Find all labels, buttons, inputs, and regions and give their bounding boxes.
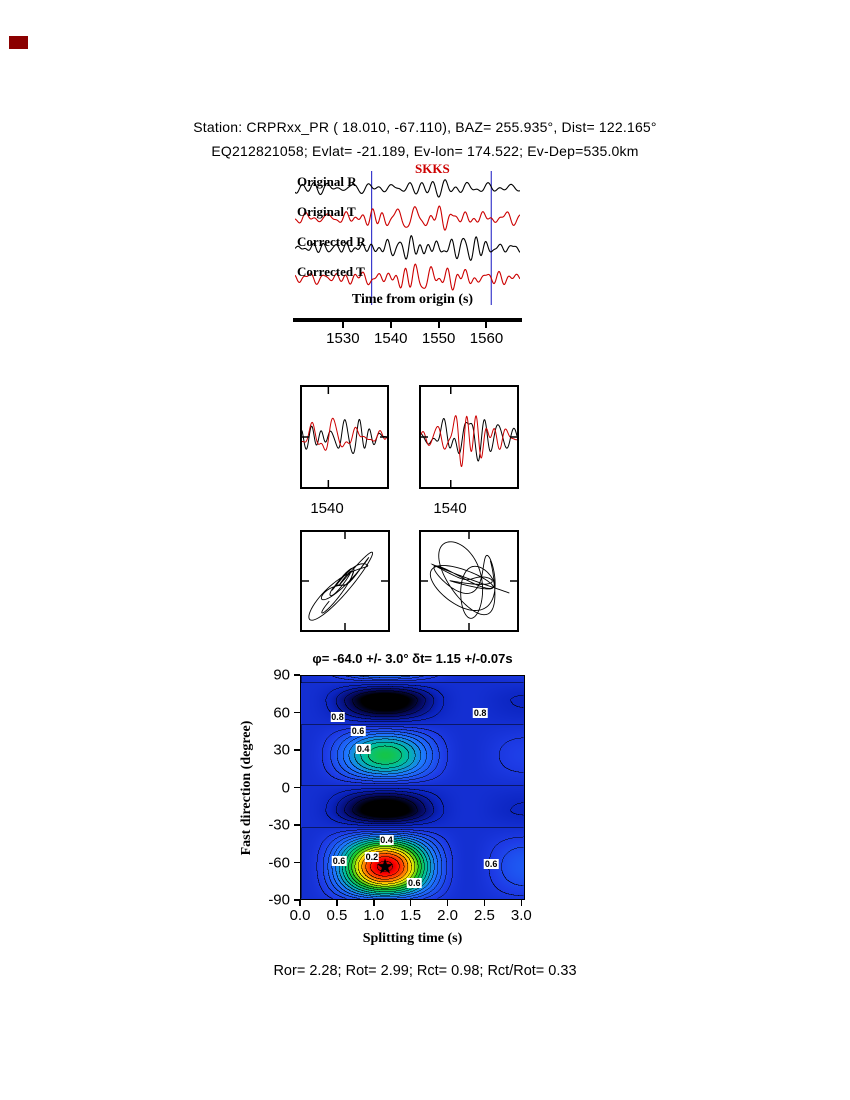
contour-y-tick-label: 90 bbox=[273, 666, 290, 684]
contour-y-tick-label: -60 bbox=[268, 854, 290, 871]
contour-x-tickmark bbox=[483, 900, 486, 906]
window-left-tick-label: 1540 bbox=[310, 500, 344, 517]
contour-xlabel: Splitting time (s) bbox=[362, 931, 463, 946]
contour-y-tickmark bbox=[294, 861, 300, 864]
contour-x-tickmark bbox=[446, 900, 449, 906]
window-waveform-original-canvas bbox=[302, 387, 387, 487]
contour-y-tickmark bbox=[294, 899, 300, 901]
window-waveform-corrected-box bbox=[419, 385, 519, 489]
contour-label-chip: 0.2 bbox=[364, 851, 380, 862]
time-axis-tickmark bbox=[341, 322, 344, 328]
contour-x-tickmark bbox=[373, 900, 375, 906]
trace-label-corrected-r: Corrected R bbox=[297, 234, 366, 249]
contour-y-tickmark bbox=[294, 749, 300, 751]
contour-x-tick-label: 0.5 bbox=[326, 907, 348, 924]
window-right-tick-label: 1540 bbox=[433, 500, 467, 517]
corner-mark bbox=[9, 36, 28, 49]
contour-y-tickmark bbox=[294, 674, 300, 676]
contour-x-tick-label: 2.0 bbox=[437, 907, 458, 924]
footer-stats: Ror= 2.28; Rot= 2.99; Rct= 0.98; Rct/Rot… bbox=[273, 963, 577, 979]
particle-motion-corrected-box bbox=[419, 530, 519, 632]
trace-label-original-t: Original T bbox=[297, 204, 356, 219]
contour-x-tick-label: 1.5 bbox=[400, 907, 422, 924]
contour-label-chip: 0.4 bbox=[355, 744, 371, 755]
contour-y-tick-label: 0 bbox=[281, 779, 290, 796]
contour-x-tickmark bbox=[520, 900, 523, 906]
time-axis-tickmark bbox=[437, 322, 440, 328]
contour-label-chip: 0.6 bbox=[331, 855, 347, 866]
contour-y-tick-label: 30 bbox=[273, 741, 290, 759]
best-fit-star: ★ bbox=[375, 855, 395, 879]
time-axis-tickmark bbox=[485, 322, 488, 328]
time-axis-tickmark bbox=[389, 322, 392, 328]
contour-y-tick-label: -90 bbox=[268, 891, 290, 909]
contour-label-chip: 0.6 bbox=[407, 877, 422, 888]
time-axis-tick-label: 1550 bbox=[421, 330, 456, 347]
window-waveform-corrected-canvas bbox=[421, 387, 517, 487]
contour-x-tick-label: 0.0 bbox=[289, 907, 311, 924]
contour-label-chip: 0.6 bbox=[350, 725, 366, 736]
header-station-line: Station: CRPRxx_PR ( 18.010, -67.110), B… bbox=[193, 119, 657, 135]
trace-label-corrected-t: Corrected T bbox=[297, 264, 365, 279]
contour-x-tick-label: 1.0 bbox=[363, 907, 385, 924]
window-waveform-original-box bbox=[300, 385, 389, 489]
contour-label-chip: 0.8 bbox=[330, 711, 345, 722]
contour-x-tickmark bbox=[409, 900, 412, 906]
contour-y-tick-label: -30 bbox=[268, 816, 290, 834]
contour-x-tickmark bbox=[336, 900, 338, 906]
time-axis-tick-label: 1530 bbox=[326, 330, 360, 347]
time-axis-label: Time from origin (s) bbox=[351, 292, 474, 307]
contour-label-chip: 0.4 bbox=[379, 834, 394, 845]
particle-motion-original-box bbox=[300, 530, 390, 632]
contour-y-tickmark bbox=[294, 824, 300, 826]
seismogram-canvas bbox=[295, 168, 520, 308]
contour-y-tickmark bbox=[294, 786, 300, 789]
phase-label: SKKS bbox=[415, 161, 450, 176]
contour-label-chip: 0.8 bbox=[472, 708, 488, 719]
time-axis-tick-label: 1540 bbox=[374, 330, 408, 347]
contour-x-tick-label: 2.5 bbox=[473, 907, 495, 924]
contour-title: φ= -64.0 +/- 3.0° δt= 1.15 +/-0.07s bbox=[312, 651, 513, 666]
contour-y-tick-label: 60 bbox=[273, 704, 290, 721]
trace-label-original-r: Original R bbox=[297, 174, 357, 189]
contour-x-tick-label: 3.0 bbox=[510, 907, 532, 924]
particle-motion-original-canvas bbox=[302, 532, 388, 630]
time-axis-tick-label: 1560 bbox=[469, 330, 504, 347]
contour-y-tickmark bbox=[294, 711, 300, 714]
error-surface-plot: 0.8 0.6 0.4 0.8 0.6 0.2 0.4 0.6 0.6 ★ bbox=[300, 675, 525, 900]
time-axis-line bbox=[293, 318, 522, 322]
header-event-line: EQ212821058; Evlat= -21.189, Ev-lon= 174… bbox=[211, 143, 639, 159]
contour-x-tickmark bbox=[299, 900, 301, 906]
contour-label-chip: 0.6 bbox=[483, 859, 499, 870]
particle-motion-corrected-canvas bbox=[421, 532, 517, 630]
